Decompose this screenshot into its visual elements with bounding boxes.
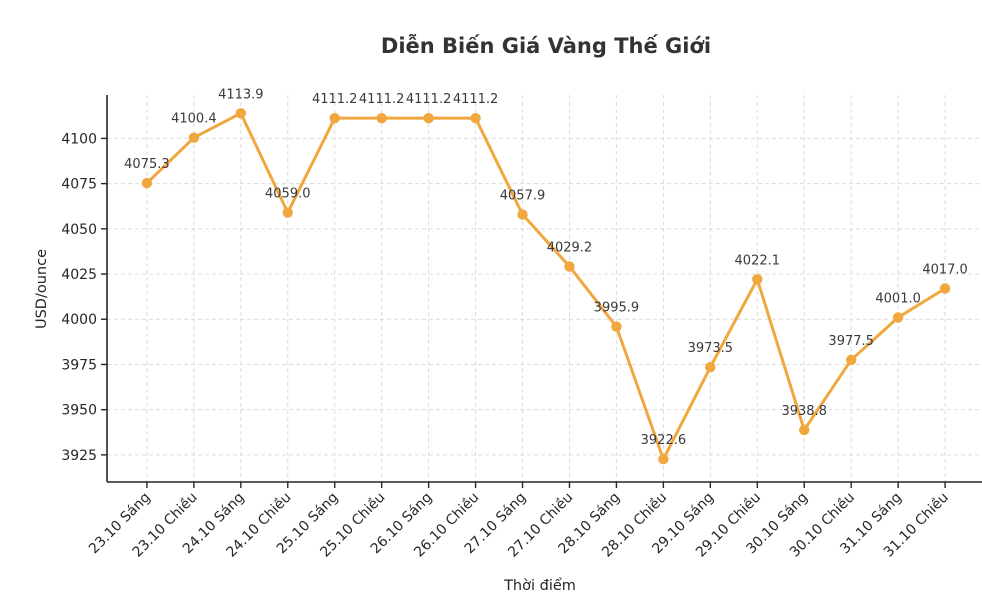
data-point-label: 4111.2 xyxy=(453,92,499,107)
y-tick-label: 3925 xyxy=(61,448,97,464)
grid-lines xyxy=(107,95,982,482)
y-tick-label: 4025 xyxy=(61,267,97,283)
data-point-label: 4075.3 xyxy=(124,157,170,172)
data-point-label: 4111.2 xyxy=(406,92,452,107)
data-point-label: 4029.2 xyxy=(547,240,593,255)
line-series xyxy=(141,108,951,465)
data-point-label: 4057.9 xyxy=(500,189,546,204)
data-point xyxy=(799,424,810,436)
data-point-label: 4111.2 xyxy=(359,92,405,107)
data-point-label: 3977.5 xyxy=(828,334,874,349)
data-point xyxy=(939,283,951,294)
data-point-label: 3973.5 xyxy=(688,341,734,356)
data-point xyxy=(845,354,857,366)
data-point-label: 3995.9 xyxy=(594,301,640,316)
y-tick-label: 4050 xyxy=(61,222,97,238)
data-point xyxy=(752,274,763,285)
data-point-label: 4001.0 xyxy=(875,291,921,306)
data-point xyxy=(658,454,669,465)
data-point xyxy=(141,177,153,189)
price-line xyxy=(145,111,947,461)
data-point xyxy=(329,112,340,124)
chart-title: Diễn Biến Giá Vàng Thế Giới xyxy=(381,34,711,58)
data-point-label: 3938.8 xyxy=(781,404,827,419)
y-tick-label: 4000 xyxy=(61,312,97,328)
x-axis-title: Thời điểm xyxy=(503,577,576,594)
data-point xyxy=(611,321,622,332)
data-point-label: 4017.0 xyxy=(922,263,968,278)
data-point-label: 3922.6 xyxy=(641,433,687,448)
data-point xyxy=(564,261,575,272)
data-point-label: 4113.9 xyxy=(218,87,264,102)
data-point xyxy=(282,207,293,218)
data-point-label: 4100.4 xyxy=(171,112,217,127)
data-point xyxy=(517,209,528,220)
data-point-label: 4059.0 xyxy=(265,187,311,202)
y-tick-label: 3950 xyxy=(61,403,97,419)
data-point xyxy=(705,361,716,373)
data-point xyxy=(423,112,434,124)
y-tick-label: 4100 xyxy=(61,131,97,147)
data-point-label: 4111.2 xyxy=(312,92,358,107)
data-point xyxy=(235,108,247,119)
data-point xyxy=(188,132,200,143)
y-tick-label: 4075 xyxy=(61,177,97,193)
data-point-label: 4022.1 xyxy=(735,253,781,268)
data-point xyxy=(892,312,904,323)
data-point xyxy=(376,112,387,124)
y-axis-title: USD/ounce xyxy=(34,249,50,329)
y-tick-label: 3975 xyxy=(61,357,97,373)
data-point xyxy=(470,112,481,124)
